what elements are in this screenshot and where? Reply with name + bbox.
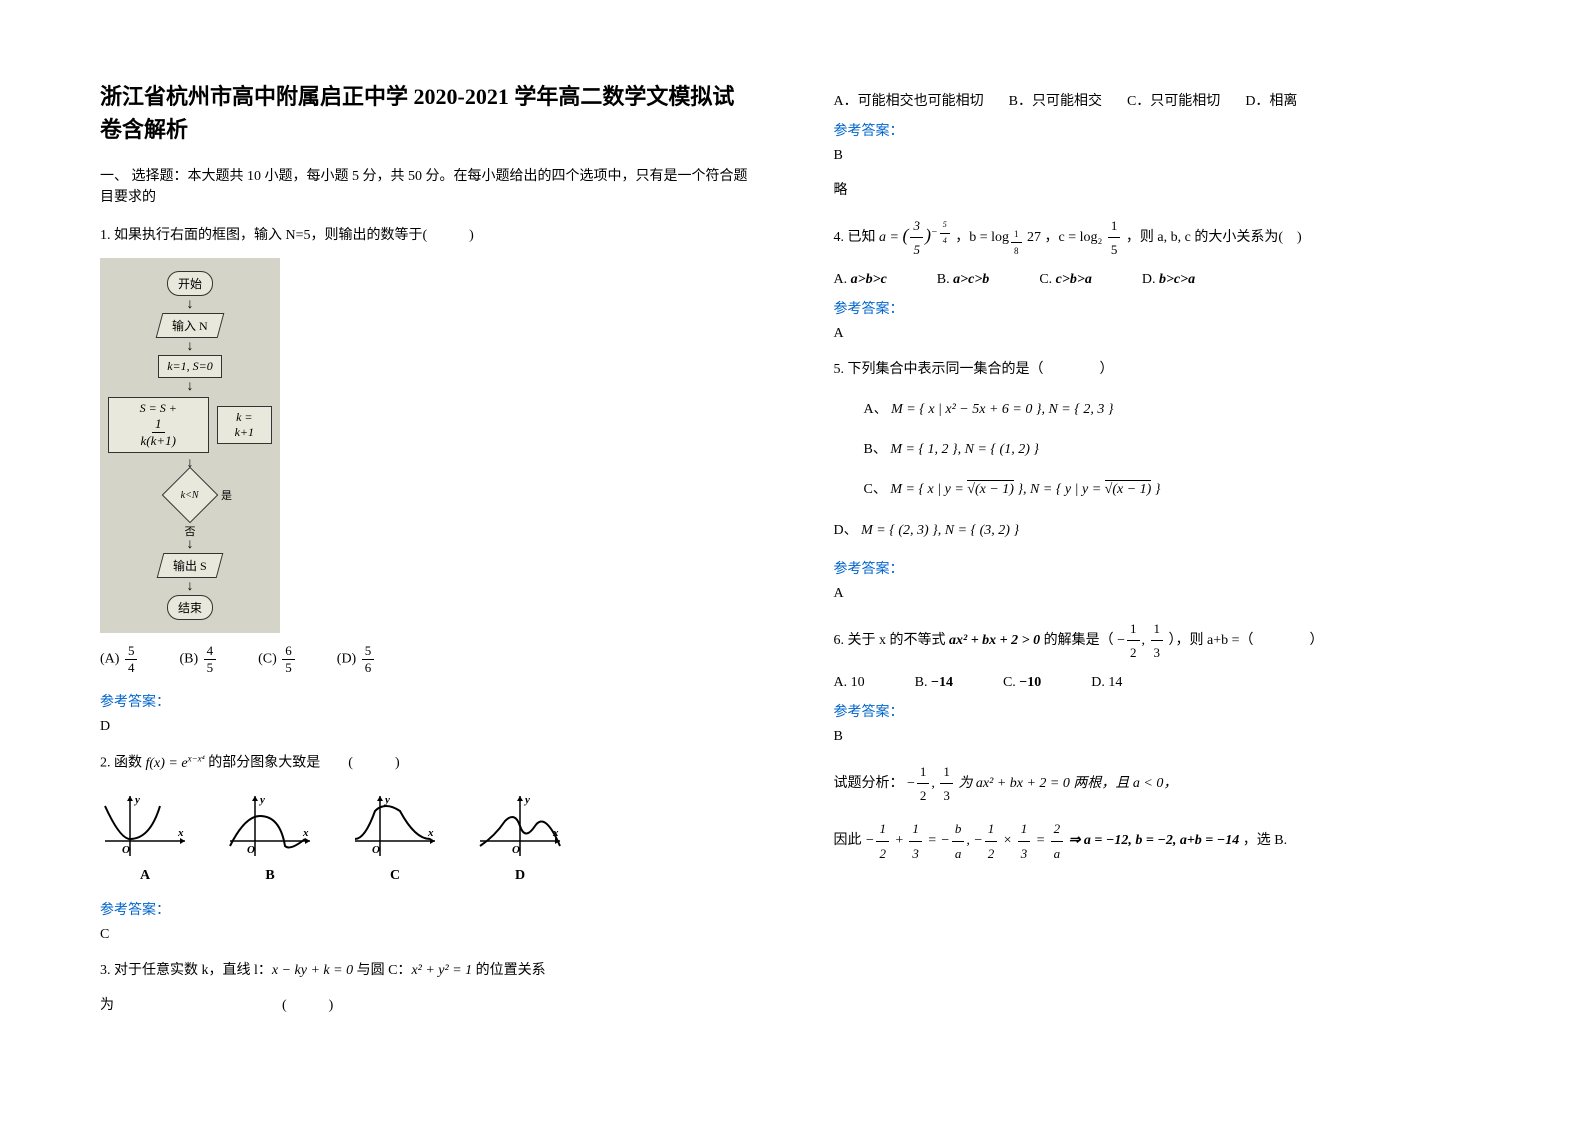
q6-answer: B	[834, 729, 1488, 745]
fc-arrow: ↓	[108, 343, 272, 350]
answer-label: 参考答案：	[100, 899, 754, 919]
q5-optD: D、 M = { (2, 3) }, N = { (3, 2) }	[834, 518, 1488, 543]
question-5: 5. 下列集合中表示同一集合的是（ ）	[834, 357, 1488, 382]
svg-text:y: y	[383, 794, 390, 806]
q3-note: 略	[834, 179, 1488, 199]
fc-cond: k<N	[162, 467, 219, 524]
svg-text:y: y	[133, 794, 140, 806]
fc-arrow: ↓	[108, 383, 272, 390]
svg-text:x: x	[177, 827, 184, 839]
svg-text:y: y	[523, 794, 530, 806]
svg-text:O: O	[247, 844, 255, 856]
question-6: 6. 关于 x 的不等式 ax² + bx + 2 > 0 的解集是（ −12,…	[834, 617, 1488, 665]
q6-options: A. 10 B. −14 C. −10 D. 14	[834, 675, 1488, 691]
svg-text:O: O	[512, 844, 520, 856]
exam-title: 浙江省杭州市高中附属启正中学 2020-2021 学年高二数学文模拟试卷含解析	[100, 80, 754, 146]
q6-analysis-1: 试题分析： −12, 13 为 ax² + bx + 2 = 0 两根，且 a …	[834, 760, 1488, 808]
question-3-line2: 为 ( )	[100, 993, 754, 1018]
q2-graphs: O x y A O x y B	[100, 791, 754, 884]
question-4: 4. 已知 a = (35)−54 ，b = log18 27 ，c = log…	[834, 214, 1488, 262]
fc-arrow: ↓	[108, 583, 272, 590]
section-1-header: 一、 选择题：本大题共 10 小题，每小题 5 分，共 50 分。在每小题给出的…	[100, 166, 754, 208]
q5-optC: C、 M = { x | y = √(x − 1) }, N = { y | y…	[864, 477, 1488, 502]
fc-init: k=1, S=0	[158, 355, 222, 378]
q4-options: A. a>b>c B. a>c>b C. c>b>a D. b>c>a	[834, 272, 1488, 288]
q5-optB: B、 M = { 1, 2 }, N = { (1, 2) }	[864, 437, 1488, 462]
q3-options: A．可能相交也可能相切 B．只可能相交 C．只可能相切 D．相离	[834, 90, 1488, 110]
graph-B: O x y B	[225, 791, 315, 884]
fc-start: 开始	[167, 271, 213, 296]
answer-label: 参考答案：	[834, 120, 1488, 140]
q1-answer: D	[100, 719, 754, 735]
graph-C: O x y C	[350, 791, 440, 884]
flowchart: 开始 ↓ 输入 N ↓ k=1, S=0 ↓ S = S + 1k(k+1) k…	[100, 258, 280, 633]
svg-text:y: y	[258, 794, 265, 806]
q1-options: (A) 54 (B) 45 (C) 65 (D) 56	[100, 643, 754, 676]
graph-A: O x y A	[100, 791, 190, 884]
q3-answer: B	[834, 148, 1488, 164]
fc-calc: S = S + 1k(k+1)	[108, 397, 209, 453]
fc-output: 输出 S	[157, 553, 223, 578]
q4-answer: A	[834, 326, 1488, 342]
q5-optA: A、 M = { x | x² − 5x + 6 = 0 }, N = { 2,…	[864, 397, 1488, 422]
svg-text:x: x	[302, 827, 309, 839]
svg-text:O: O	[372, 844, 380, 856]
svg-text:x: x	[552, 827, 559, 839]
q6-analysis-2: 因此 −12 + 13 = −ba, −12 × 13 = 2a ⇒ a = −…	[834, 817, 1488, 865]
answer-label: 参考答案：	[834, 298, 1488, 318]
fc-inc: k = k+1	[217, 406, 272, 444]
answer-label: 参考答案：	[834, 558, 1488, 578]
q2-answer: C	[100, 927, 754, 943]
fc-arrow: ↓	[108, 541, 272, 548]
fc-end: 结束	[167, 595, 213, 620]
question-1: 1. 如果执行右面的框图，输入 N=5，则输出的数等于( )	[100, 223, 754, 248]
fc-yes-label: 是	[221, 487, 232, 503]
svg-text:x: x	[427, 827, 434, 839]
fc-input: 输入 N	[156, 313, 224, 338]
fc-arrow: ↓	[108, 301, 272, 308]
question-3: 3. 对于任意实数 k，直线 l：x − ky + k = 0 与圆 C：x² …	[100, 958, 754, 983]
q5-answer: A	[834, 586, 1488, 602]
graph-D: O x y D	[475, 791, 565, 884]
answer-label: 参考答案：	[100, 691, 754, 711]
svg-text:O: O	[122, 844, 130, 856]
question-2: 2. 函数 f(x) = ex−x⁴ 的部分图象大致是 ( )	[100, 750, 754, 776]
answer-label: 参考答案：	[834, 701, 1488, 721]
